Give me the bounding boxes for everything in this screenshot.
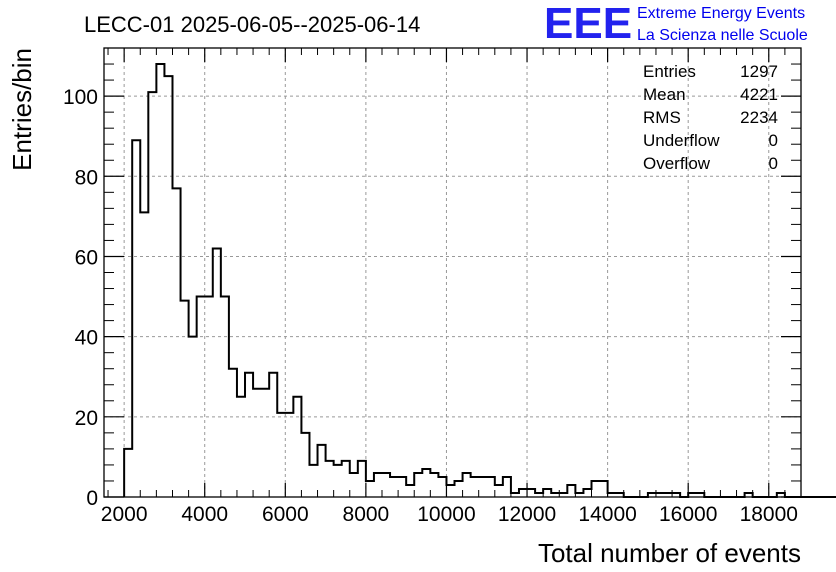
logo-mark: EEE (544, 0, 632, 48)
stats-box: Entries 1297 Mean 4221 RMS 2234 Underflow 0 Over… (643, 62, 778, 173)
x-tick-label: 14000 (578, 503, 636, 526)
grid-lines (104, 48, 801, 497)
y-tick-label: 20 (75, 407, 98, 430)
x-tick-label: 8000 (343, 503, 390, 526)
stats-label: RMS (643, 108, 681, 127)
stats-label: Underflow (643, 131, 720, 150)
x-tick-label: 2000 (101, 503, 148, 526)
logo-line-2: La Scienza nelle Scuole (637, 27, 808, 44)
stats-value: 1297 (740, 62, 778, 81)
stats-label: Entries (643, 62, 696, 81)
chart-title: LECC-01 2025-06-05--2025-06-14 (84, 12, 420, 37)
x-tick-label: 18000 (740, 503, 798, 526)
x-axis-title: Total number of events (538, 538, 801, 568)
x-tick-label: 10000 (417, 503, 475, 526)
y-tick-label: 100 (63, 86, 98, 109)
stats-value: 0 (769, 131, 778, 150)
stats-value: 4221 (740, 85, 778, 104)
stats-label: Mean (643, 85, 686, 104)
x-tick-label: 4000 (181, 503, 228, 526)
plot-frame (103, 47, 802, 498)
y-axis-title: Entries/bin (7, 48, 37, 171)
eee-logo: EEE Extreme Energy Events La Scienza nel… (544, 0, 808, 48)
y-tick-label: 60 (75, 246, 98, 269)
axis-ticks (104, 47, 802, 498)
stats-value: 2234 (740, 108, 778, 127)
x-tick-label: 6000 (262, 503, 309, 526)
stats-label: Overflow (643, 154, 711, 173)
y-tick-label: 80 (75, 166, 98, 189)
x-tick-labels: 2000 4000 6000 8000 10000 12000 14000 16000 1800… (101, 503, 798, 526)
x-tick-label: 12000 (498, 503, 556, 526)
histogram-line (123, 63, 836, 498)
stats-value: 0 (769, 154, 778, 173)
y-tick-label: 0 (86, 487, 98, 510)
y-tick-label: 40 (75, 327, 98, 350)
x-tick-label: 16000 (659, 503, 717, 526)
y-tick-labels: 0 20 40 60 80 100 (63, 86, 98, 510)
logo-line-1: Extreme Energy Events (637, 5, 805, 22)
